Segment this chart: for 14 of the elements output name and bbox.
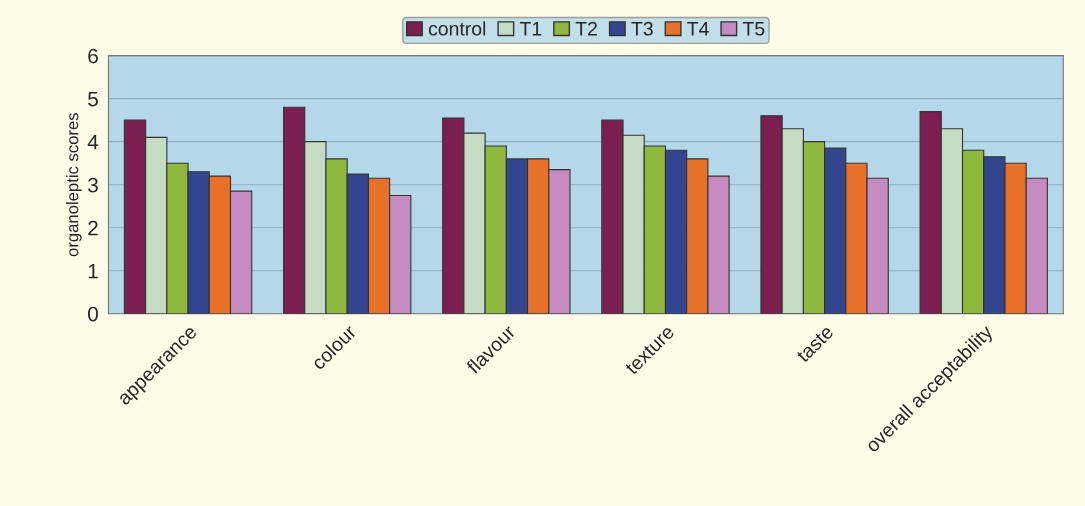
y-axis-title: organoleptic scores: [66, 113, 82, 257]
legend-label: T4: [687, 22, 709, 36]
legend-label: T2: [575, 21, 597, 36]
legend-label: T1: [519, 22, 542, 36]
y-tick-label: 3: [87, 177, 98, 193]
legend-label: T5: [742, 22, 765, 36]
y-tick-label: 1: [88, 263, 98, 279]
y-tick-label: 4: [87, 134, 99, 150]
y-tick-label: 0: [88, 306, 98, 322]
y-tick-label: 6: [88, 48, 98, 64]
legend-label: T3: [631, 21, 653, 36]
y-tick-label: 2: [88, 220, 98, 236]
y-tick-label: 5: [88, 91, 98, 107]
legend-label: control: [428, 21, 486, 36]
